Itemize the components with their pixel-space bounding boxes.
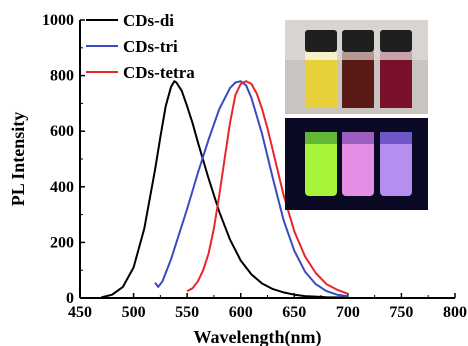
y-tick-label: 1000 xyxy=(42,12,74,29)
x-tick-label: 800 xyxy=(443,304,467,321)
x-axis-title: Wavelength(nm) xyxy=(194,327,322,346)
y-tick-label: 0 xyxy=(66,290,74,307)
legend: CDs-di CDs-tri CDs-tetra xyxy=(86,11,195,82)
y-axis-title: PL Intensity xyxy=(8,112,28,207)
vial-photo-uv xyxy=(285,118,428,210)
y-tick-label: 600 xyxy=(50,123,74,140)
x-tick-label: 750 xyxy=(389,304,413,321)
vial-photo-daylight xyxy=(285,20,428,114)
y-tick-label: 200 xyxy=(50,234,74,251)
x-tick-label: 600 xyxy=(229,304,253,321)
x-tick-label: 550 xyxy=(175,304,199,321)
y-tick-label: 400 xyxy=(50,179,74,196)
x-tick-label: 650 xyxy=(282,304,306,321)
x-tick-label: 500 xyxy=(122,304,146,321)
legend-label-cds-di: CDs-di xyxy=(123,11,174,30)
legend-label-cds-tri: CDs-tri xyxy=(123,37,178,56)
x-tick-label: 700 xyxy=(336,304,360,321)
y-tick-label: 800 xyxy=(50,68,74,85)
legend-label-cds-tetra: CDs-tetra xyxy=(123,63,195,82)
